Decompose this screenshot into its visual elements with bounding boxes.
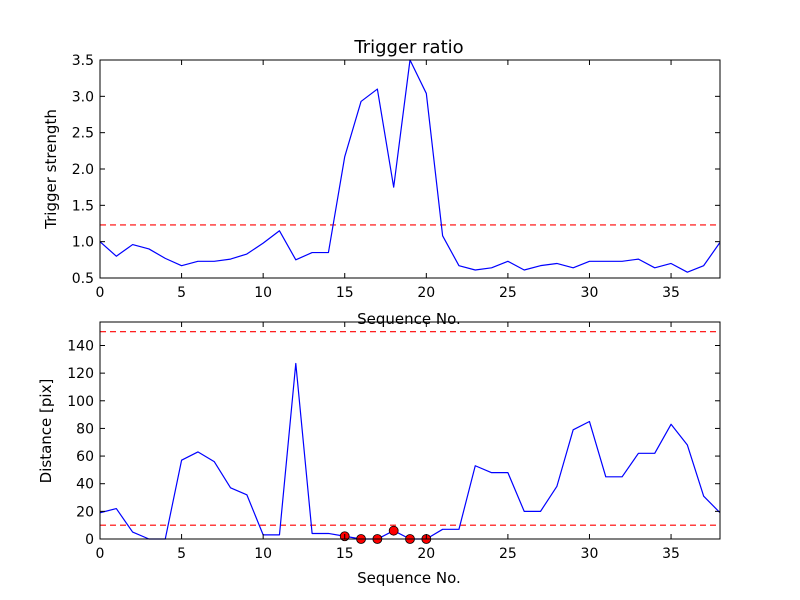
x-axis-label: Sequence No. (357, 569, 461, 587)
y-axis-label: Distance [pix] (37, 379, 55, 484)
x-tick-label: 35 (662, 285, 680, 301)
trigger-ratio-chart: Trigger ratio Trigger strength Sequence … (42, 37, 721, 328)
y-tick-label: 100 (67, 394, 94, 410)
highlight-point (388, 525, 399, 536)
x-tick-label: 15 (336, 546, 354, 562)
y-tick-label: 3.0 (72, 89, 94, 105)
x-tick-label: 0 (96, 546, 105, 562)
y-tick-label: 80 (76, 421, 94, 437)
x-tick-label: 5 (177, 546, 186, 562)
y-tick-label: 60 (76, 449, 94, 465)
x-tick-label: 5 (177, 285, 186, 301)
x-tick-label: 10 (254, 546, 272, 562)
y-tick-label: 2.5 (72, 126, 94, 142)
y-tick-label: 1.5 (72, 198, 94, 214)
y-tick-label: 0 (85, 532, 94, 548)
y-tick-label: 120 (67, 366, 94, 382)
x-tick-label: 20 (417, 546, 435, 562)
x-tick-label: 25 (499, 285, 517, 301)
chart-title: Trigger ratio (353, 37, 463, 58)
y-tick-label: 40 (76, 477, 94, 493)
series-line (99, 362, 721, 540)
axes-frame (99, 59, 721, 279)
x-tick-label: 15 (336, 285, 354, 301)
y-tick-label: 20 (76, 504, 94, 520)
x-tick-label: 20 (417, 285, 435, 301)
y-tick-label: 1.0 (72, 235, 94, 251)
axes-frame (99, 321, 721, 540)
x-tick-label: 35 (662, 546, 680, 562)
x-tick-label: 30 (581, 285, 599, 301)
x-tick-label: 25 (499, 546, 517, 562)
x-tick-label: 0 (96, 285, 105, 301)
distance-chart: Distance [pix] Sequence No. 0 5 10 15 20 25 30… (37, 321, 721, 587)
x-axis-label: Sequence No. (357, 310, 461, 328)
plot-area: 0 5 10 15 20 25 30 35 0 20 40 60 80 100 120 140 (67, 321, 721, 562)
x-tick-label: 30 (581, 546, 599, 562)
y-axis-label: Trigger strength (42, 109, 60, 230)
y-tick-label: 3.5 (72, 53, 94, 69)
series-line (99, 59, 721, 273)
y-tick-label: 140 (67, 338, 94, 354)
x-tick-label: 10 (254, 285, 272, 301)
y-tick-label: 0.5 (72, 271, 94, 287)
plot-area: 0 5 10 15 20 25 30 35 0.5 1.0 1.5 2.0 2.5 3.0 3.5 (72, 53, 721, 301)
y-tick-label: 2.0 (72, 162, 94, 178)
